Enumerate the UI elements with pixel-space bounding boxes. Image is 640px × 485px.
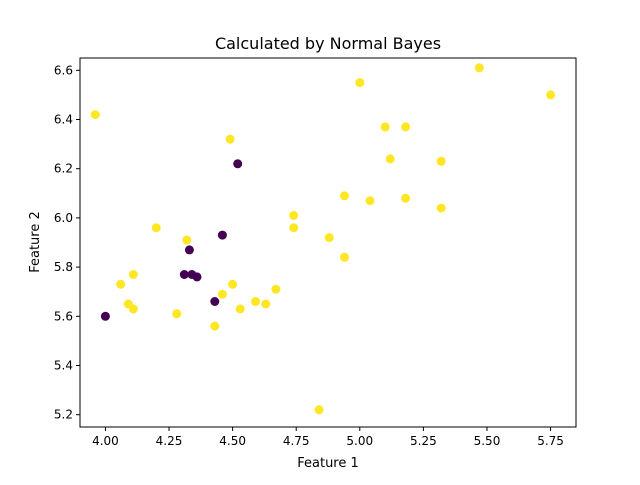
data-point-series-1-27 <box>401 193 411 203</box>
x-tick-label: 5.00 <box>346 434 373 448</box>
x-tick-label: 5.50 <box>474 434 501 448</box>
data-point-series-1-30 <box>474 63 484 73</box>
y-axis-label: Feature 2 <box>28 211 43 273</box>
data-point-series-0-2 <box>217 230 227 240</box>
y-tick-label: 6.2 <box>54 162 73 176</box>
data-point-series-1-26 <box>401 122 411 132</box>
data-point-series-1-29 <box>436 203 446 213</box>
data-point-series-1-11 <box>228 279 238 289</box>
x-tick-label: 4.50 <box>219 434 246 448</box>
data-point-series-1-6 <box>182 235 192 245</box>
data-point-series-1-22 <box>355 78 365 88</box>
data-point-series-1-1 <box>116 279 126 289</box>
data-point-series-0-7 <box>210 297 220 306</box>
y-tick-label: 6.6 <box>54 63 73 77</box>
x-tick-label: 4.00 <box>92 434 119 448</box>
data-point-series-1-15 <box>271 284 281 294</box>
data-point-series-0-1 <box>184 245 194 255</box>
data-point-series-0-6 <box>192 272 202 282</box>
y-tick-label: 5.2 <box>54 408 73 422</box>
data-point-series-1-25 <box>385 154 395 164</box>
data-point-series-1-21 <box>340 252 349 262</box>
data-point-series-0-3 <box>233 159 243 169</box>
data-point-series-1-24 <box>380 122 390 132</box>
x-tick-label: 4.75 <box>283 434 310 448</box>
data-point-series-1-8 <box>210 321 220 331</box>
x-tick-label: 5.25 <box>410 434 437 448</box>
data-point-series-1-13 <box>251 297 260 306</box>
x-tick-label: 5.75 <box>537 434 564 448</box>
data-point-series-1-10 <box>225 134 235 144</box>
x-axis: 4.00 4.25 4.50 4.75 5.00 5.25 5.50 5.75 <box>92 427 564 448</box>
data-point-series-1-18 <box>314 405 324 415</box>
data-point-series-1-2 <box>128 270 138 279</box>
y-tick-label: 5.4 <box>54 359 73 373</box>
data-point-series-1-19 <box>324 233 334 243</box>
data-point-series-1-28 <box>436 156 446 166</box>
x-tick-label: 4.25 <box>156 434 183 448</box>
plot-area <box>80 58 576 427</box>
data-point-series-1-5 <box>151 223 161 233</box>
data-point-series-0-4 <box>179 270 189 279</box>
data-point-series-1-14 <box>261 299 271 309</box>
y-tick-label: 5.8 <box>54 260 73 274</box>
plot-frame <box>79 57 577 428</box>
y-tick-label: 6.4 <box>54 113 73 127</box>
data-point-series-1-23 <box>365 196 375 206</box>
x-axis-label: Feature 1 <box>297 456 359 471</box>
data-point-series-1-31 <box>546 90 556 100</box>
data-point-series-1-20 <box>340 191 349 201</box>
data-point-series-1-0 <box>90 110 100 120</box>
points-layer <box>90 63 556 415</box>
data-point-series-1-12 <box>235 304 245 314</box>
data-point-series-1-4 <box>128 304 138 314</box>
data-point-series-1-7 <box>172 309 182 319</box>
y-tick-label: 5.6 <box>54 309 73 323</box>
data-point-series-0-0 <box>100 311 110 321</box>
data-point-series-1-16 <box>289 210 299 220</box>
data-point-series-1-17 <box>289 223 299 233</box>
y-axis: 5.2 5.4 5.6 5.8 6.0 6.2 6.4 6.6 <box>54 63 80 422</box>
data-point-series-1-9 <box>217 289 227 299</box>
y-tick-label: 6.0 <box>54 211 73 225</box>
chart-title: Calculated by Normal Bayes <box>215 34 441 53</box>
